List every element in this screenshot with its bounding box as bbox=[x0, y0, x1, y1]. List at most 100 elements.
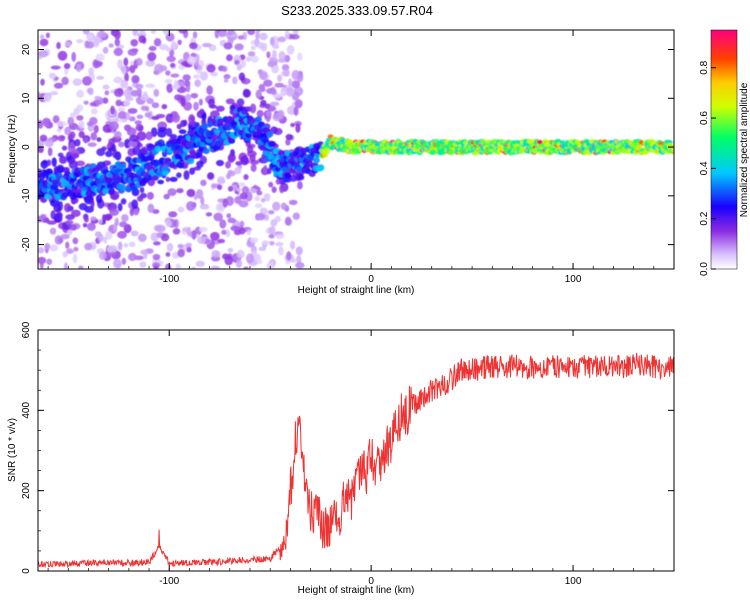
spectrogram-cell bbox=[104, 213, 112, 221]
spectrogram-cell bbox=[267, 210, 275, 215]
spectrogram-cell bbox=[74, 138, 81, 147]
spectrogram-cell bbox=[76, 89, 85, 98]
spectrogram-cell bbox=[280, 202, 287, 210]
spectrogram-cell bbox=[46, 258, 53, 266]
spectrogram-cell bbox=[164, 78, 173, 84]
spectrogram-cell bbox=[112, 150, 119, 159]
spectrogram-cell bbox=[250, 163, 257, 172]
spectrogram-cell bbox=[275, 178, 281, 185]
spectrogram-cell bbox=[291, 80, 301, 89]
spectrogram-heat-layer bbox=[38, 30, 674, 269]
spectrogram-cell bbox=[93, 38, 100, 48]
spectrogram-cell bbox=[114, 38, 121, 47]
spectrogram-cell bbox=[116, 262, 121, 269]
spectrogram-cell bbox=[221, 229, 227, 235]
spectrogram-cell bbox=[69, 176, 77, 183]
spectrogram-cell bbox=[58, 237, 64, 243]
snr-y-tick-label: 400 bbox=[21, 402, 32, 419]
spectrogram-cell bbox=[101, 146, 107, 151]
spectrogram-cell bbox=[165, 219, 172, 228]
spectrogram-cell bbox=[69, 131, 76, 139]
spectrogram-cell bbox=[165, 47, 172, 52]
spectrogram-cell bbox=[183, 101, 193, 111]
spectrogram-cell bbox=[135, 83, 144, 90]
spectrogram-cell bbox=[153, 38, 162, 47]
spectrogram-cell bbox=[119, 221, 128, 228]
spectrogram-cell bbox=[183, 170, 190, 181]
spectrogram-cell bbox=[270, 218, 278, 227]
spectrogram-y-tick-label: 0 bbox=[21, 144, 32, 150]
spectrogram-cell bbox=[285, 216, 292, 226]
spectrogram-cell bbox=[272, 112, 282, 122]
spectrogram-y-tick-label: 10 bbox=[21, 92, 32, 104]
spectrogram-cell bbox=[198, 226, 208, 233]
spectrogram-cell bbox=[196, 160, 204, 168]
spectrogram-cell bbox=[239, 192, 248, 200]
spectrogram-cell bbox=[49, 227, 57, 235]
spectrogram-cell bbox=[161, 165, 169, 172]
spectrogram-y-tick-label: -20 bbox=[21, 237, 32, 252]
spectrogram-cell bbox=[102, 84, 110, 90]
spectrogram-cell bbox=[136, 131, 147, 141]
spectrogram-cell bbox=[90, 107, 98, 115]
spectrogram-cell bbox=[186, 56, 197, 65]
spectrogram-cell bbox=[105, 231, 113, 240]
spectrogram-cell bbox=[259, 144, 267, 151]
spectrogram-cell bbox=[238, 182, 246, 187]
spectrogram-cell bbox=[235, 161, 243, 166]
spectrogram-cell bbox=[140, 146, 149, 156]
spectrogram-cell bbox=[270, 126, 278, 134]
spectrogram-cell bbox=[236, 98, 245, 107]
spectrogram-cell bbox=[134, 120, 142, 125]
spectrogram-cell bbox=[47, 147, 53, 157]
spectrogram-cell bbox=[38, 119, 44, 129]
spectrogram-cell bbox=[239, 220, 245, 228]
spectrogram-cell bbox=[185, 93, 192, 102]
spectrogram-cell bbox=[72, 253, 78, 264]
spectrogram-cell bbox=[147, 51, 157, 62]
spectrogram-cell bbox=[38, 49, 49, 58]
spectrogram-cell bbox=[165, 176, 170, 183]
spectrogram-cell bbox=[108, 43, 114, 48]
spectrogram-cell bbox=[293, 106, 299, 116]
spectrogram-cell bbox=[217, 176, 226, 184]
spectrogram-cell bbox=[254, 203, 263, 209]
spectrogram-cell bbox=[157, 126, 168, 133]
spectrogram-cell bbox=[63, 203, 72, 213]
spectrogram-cell bbox=[63, 262, 68, 269]
spectrogram-cell bbox=[177, 39, 182, 46]
spectrogram-cell bbox=[238, 200, 249, 208]
spectrogram-cell bbox=[274, 82, 284, 88]
spectrogram-cell bbox=[200, 196, 205, 205]
spectrogram-cell bbox=[240, 108, 248, 115]
spectrogram-cell bbox=[90, 216, 97, 221]
spectrogram-cell bbox=[121, 214, 129, 222]
spectrogram-cell bbox=[60, 233, 70, 240]
spectrogram-cell bbox=[117, 111, 128, 120]
spectrogram-cell bbox=[225, 124, 233, 131]
spectrogram-cell bbox=[146, 98, 154, 105]
spectrogram-cell bbox=[166, 242, 174, 252]
spectrogram-cell bbox=[296, 73, 304, 83]
spectrogram-cell bbox=[271, 186, 277, 194]
spectrogram-cell bbox=[288, 78, 293, 88]
spectrogram-cell bbox=[131, 199, 139, 210]
spectrogram-cell bbox=[124, 186, 132, 193]
spectrogram-cell bbox=[284, 172, 292, 179]
spectrogram-cell bbox=[83, 216, 89, 223]
spectrogram-cell bbox=[52, 180, 60, 187]
spectrogram-cell bbox=[56, 120, 67, 127]
spectrogram-cell bbox=[123, 99, 131, 107]
spectrogram-cell bbox=[166, 55, 176, 63]
spectrogram-cell bbox=[227, 30, 235, 36]
spectrogram-cell bbox=[188, 114, 196, 125]
spectrogram-cell bbox=[259, 32, 268, 41]
spectrogram-cell bbox=[256, 190, 263, 196]
colorbar-tick-label: 0.2 bbox=[699, 211, 710, 225]
spectrogram-cell bbox=[198, 98, 203, 106]
spectrogram-cell bbox=[83, 76, 92, 84]
spectrogram-cell bbox=[129, 208, 135, 217]
spectrogram-cell bbox=[63, 62, 71, 70]
spectrogram-cell bbox=[211, 250, 221, 259]
